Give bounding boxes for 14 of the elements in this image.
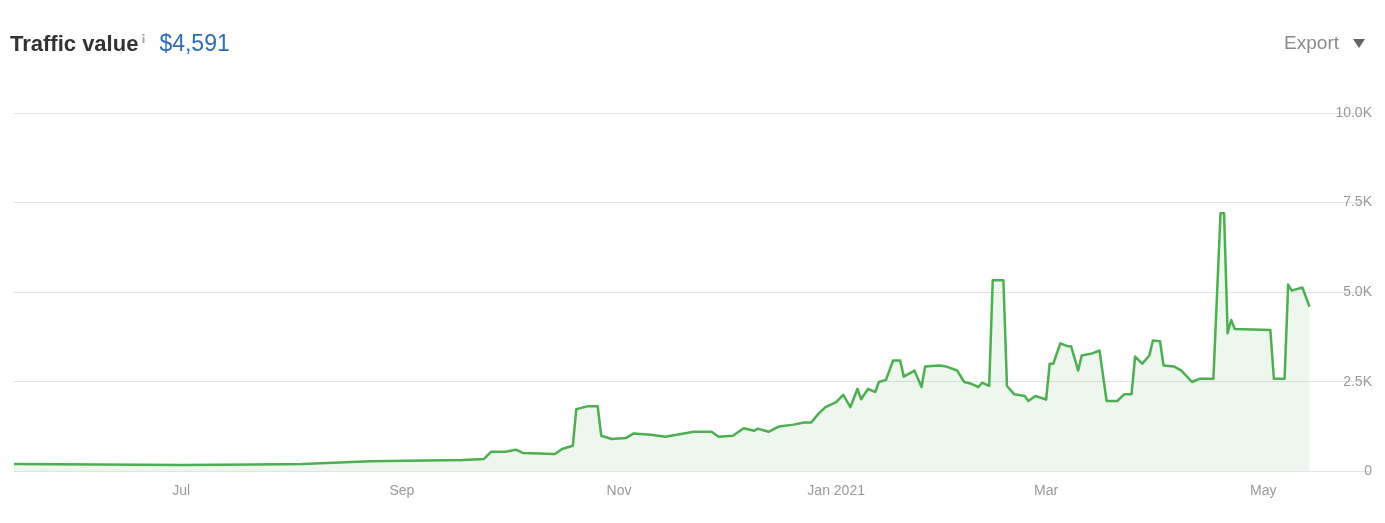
- x-tick-label: Sep: [389, 482, 415, 499]
- x-tick-label: Nov: [606, 482, 632, 499]
- x-tick-label: May: [1250, 482, 1277, 499]
- x-tick-label: Jan 2021: [807, 482, 866, 499]
- text: Export: [1284, 32, 1339, 54]
- chart-subtitle: $4,591: [159, 30, 230, 57]
- y-tick-label: 5.0K: [1343, 282, 1373, 299]
- y-tick-label: 2.5K: [1343, 372, 1373, 389]
- y-tick-label: 7.5K: [1343, 193, 1373, 210]
- x-tick-label: Mar: [1034, 482, 1059, 499]
- x-tick-label: Jul: [172, 482, 191, 499]
- chart-title: Traffic value: [10, 31, 139, 57]
- y-tick-label: 0: [1364, 462, 1373, 479]
- y-tick-label: 10.0K: [1335, 103, 1373, 120]
